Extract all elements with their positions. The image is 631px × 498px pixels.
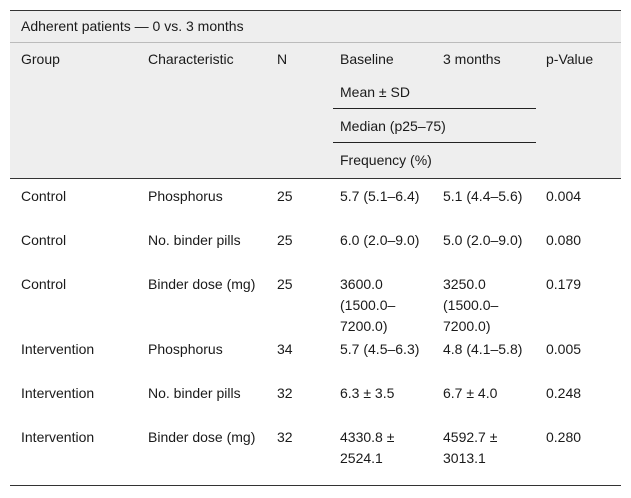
cell-p-value: 0.080	[546, 232, 582, 248]
cell-group: Control	[21, 188, 67, 204]
cell-3-months: 5.1 (4.4–5.6)	[443, 188, 523, 204]
cell-3-months: 3250.0 (1500.0–7200.0)	[443, 276, 499, 334]
table-row: Intervention Phosphorus 34 5.7 (4.5–6.3)…	[10, 332, 621, 376]
table-row: Control Binder dose (mg) 25 3600.0 (1500…	[10, 267, 621, 334]
cell-3-months: 6.7 ± 4.0	[443, 385, 498, 401]
cell-n: 32	[277, 385, 293, 401]
table-row: Intervention Binder dose (mg) 32 4330.8 …	[10, 420, 621, 486]
cell-3-months: 4.8 (4.1–5.8)	[443, 341, 523, 357]
header-p-value: p-Value	[546, 51, 594, 67]
cell-group: Intervention	[21, 341, 95, 357]
cell-characteristic: Phosphorus	[148, 341, 223, 357]
subheader-rule	[333, 142, 536, 143]
header-characteristic: Characteristic	[148, 51, 234, 67]
header-group: Group	[21, 51, 60, 67]
cell-p-value: 0.004	[546, 188, 582, 204]
cell-characteristic: Phosphorus	[148, 188, 223, 204]
cell-characteristic: Binder dose (mg)	[148, 276, 256, 292]
cell-p-value: 0.179	[546, 276, 582, 292]
cell-characteristic: Binder dose (mg)	[148, 429, 256, 445]
subheader-rule	[333, 108, 536, 109]
header-baseline: Baseline	[340, 51, 394, 67]
cell-group: Control	[21, 276, 67, 292]
cell-n: 34	[277, 341, 293, 357]
cell-baseline: 4330.8 ± 2524.1	[340, 429, 395, 466]
cell-p-value: 0.280	[546, 429, 582, 445]
cell-characteristic: No. binder pills	[148, 232, 241, 248]
cell-group: Control	[21, 232, 67, 248]
table-row: Intervention No. binder pills 32 6.3 ± 3…	[10, 376, 621, 420]
table-row: Control Phosphorus 25 5.7 (5.1–6.4) 5.1 …	[10, 179, 621, 223]
subheader-mean-sd: Mean ± SD	[340, 84, 410, 100]
cell-characteristic: No. binder pills	[148, 385, 241, 401]
cell-baseline: 5.7 (5.1–6.4)	[340, 188, 420, 204]
cell-n: 25	[277, 188, 293, 204]
cell-3-months: 5.0 (2.0–9.0)	[443, 232, 523, 248]
cell-baseline: 6.0 (2.0–9.0)	[340, 232, 420, 248]
subheader-frequency: Frequency (%)	[340, 152, 432, 168]
cell-3-months: 4592.7 ± 3013.1	[443, 429, 498, 466]
subheader-median: Median (p25–75)	[340, 118, 446, 134]
cell-baseline: 3600.0 (1500.0–7200.0)	[340, 276, 396, 334]
cell-n: 25	[277, 232, 293, 248]
table-caption: Adherent patients — 0 vs. 3 months	[10, 10, 621, 43]
header-3-months: 3 months	[443, 51, 501, 67]
data-table: Adherent patients — 0 vs. 3 months Group…	[10, 10, 621, 486]
header-n: N	[277, 51, 288, 67]
cell-group: Intervention	[21, 429, 95, 445]
table-row: Control No. binder pills 25 6.0 (2.0–9.0…	[10, 223, 621, 267]
cell-n: 25	[277, 276, 293, 292]
table-header: Group Characteristic N Baseline 3 months…	[10, 43, 621, 179]
cell-n: 32	[277, 429, 293, 445]
cell-p-value: 0.005	[546, 341, 582, 357]
cell-p-value: 0.248	[546, 385, 582, 401]
cell-baseline: 6.3 ± 3.5	[340, 385, 395, 401]
cell-baseline: 5.7 (4.5–6.3)	[340, 341, 420, 357]
cell-group: Intervention	[21, 385, 95, 401]
